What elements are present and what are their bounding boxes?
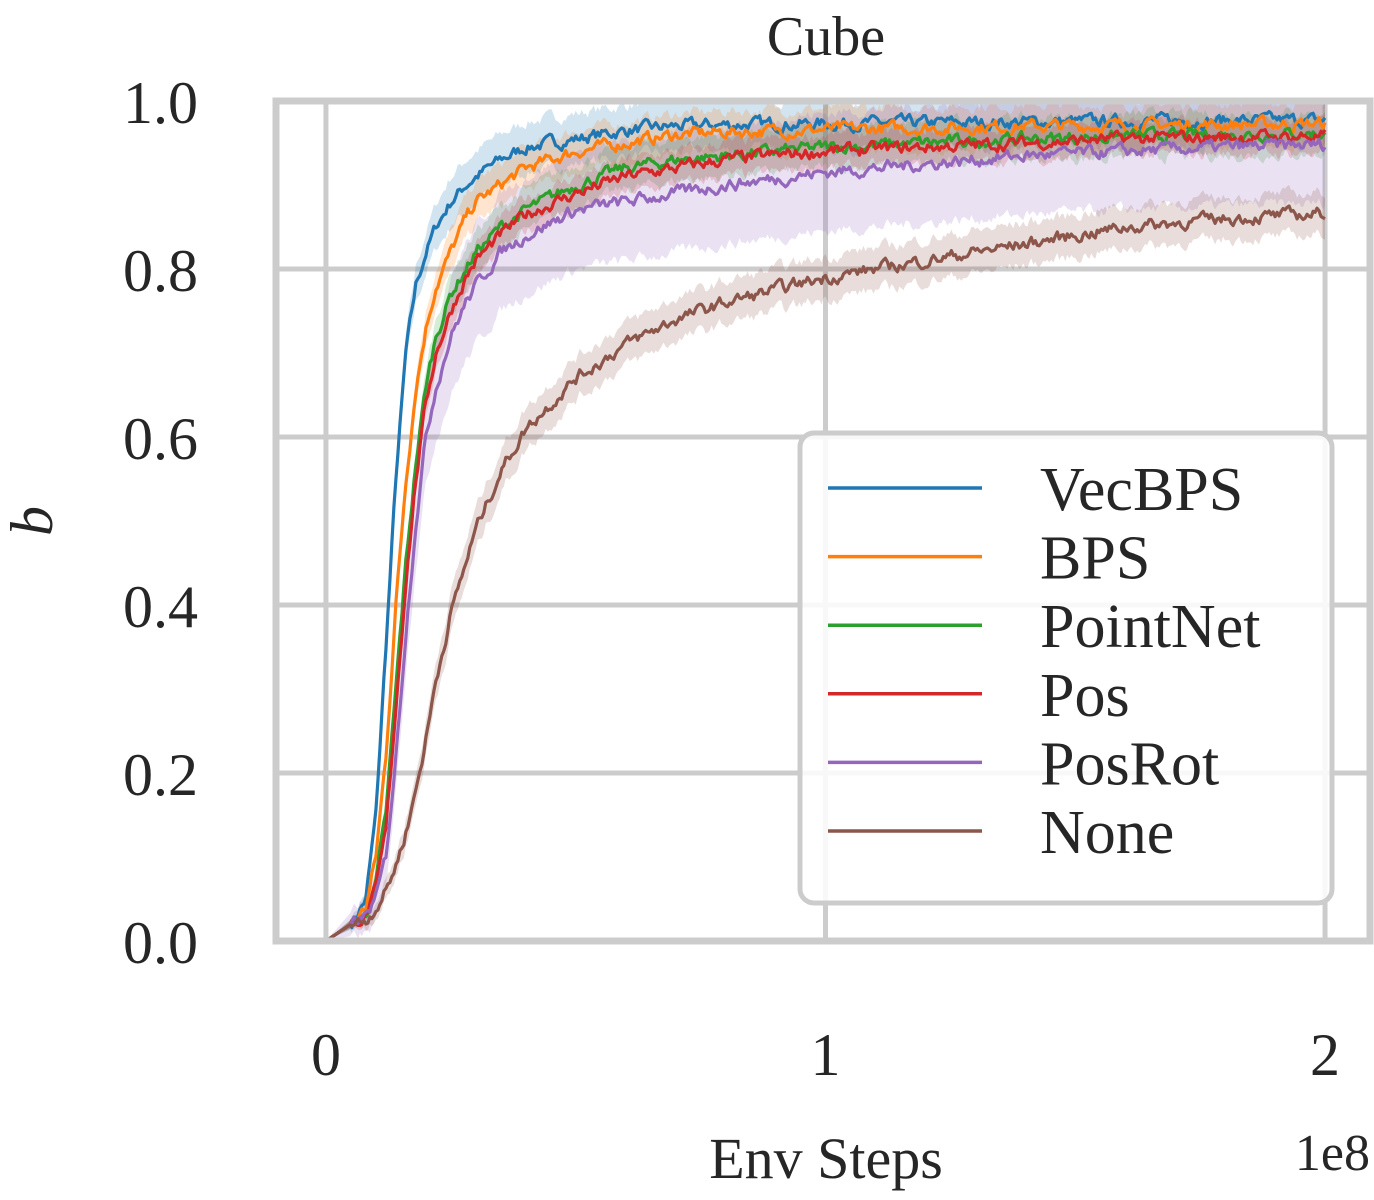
chart-title: Cube <box>767 6 885 68</box>
x-tick-labels: 0 1 2 <box>311 1022 1340 1088</box>
legend-label-pointnet: PointNet <box>1040 593 1260 661</box>
y-tick-label: 0.8 <box>123 238 198 304</box>
x-axis-label: Env Steps <box>709 1126 943 1191</box>
y-tick-label: 0.4 <box>123 574 198 640</box>
legend-label-pos: Pos <box>1040 662 1130 730</box>
x-tick-label: 0 <box>311 1022 341 1088</box>
band-none <box>326 185 1325 941</box>
series-line-pos <box>325 127 1327 943</box>
confidence-bands <box>326 101 1325 941</box>
legend-box <box>797 430 1335 906</box>
legend-label-vecbps: VecBPS <box>1040 456 1243 524</box>
series-line-bps <box>325 113 1327 943</box>
legend-label-bps: BPS <box>1040 525 1150 593</box>
y-tick-label: 0.0 <box>123 910 198 976</box>
legend-label-posrot: PosRot <box>1040 730 1219 798</box>
plot-frame <box>272 97 1374 945</box>
x-tick-label: 1 <box>810 1022 840 1088</box>
y-axis-label: b <box>0 506 65 536</box>
series-lines <box>325 109 1327 943</box>
y-tick-labels: 0.0 0.2 0.4 0.6 0.8 1.0 <box>123 70 198 976</box>
legend-label-none: None <box>1040 799 1174 867</box>
series-line-pointnet <box>325 125 1327 943</box>
series-line-posrot <box>325 137 1327 943</box>
x-tick-label: 2 <box>1310 1022 1340 1088</box>
y-tick-label: 0.6 <box>123 406 198 472</box>
band-posrot <box>326 101 1325 941</box>
series-line-none <box>325 204 1326 943</box>
plot-border <box>272 97 1374 945</box>
y-tick-label: 0.2 <box>123 742 198 808</box>
y-tick-label: 1.0 <box>123 70 198 136</box>
x-axis-offset-label: 1e8 <box>1295 1125 1370 1182</box>
